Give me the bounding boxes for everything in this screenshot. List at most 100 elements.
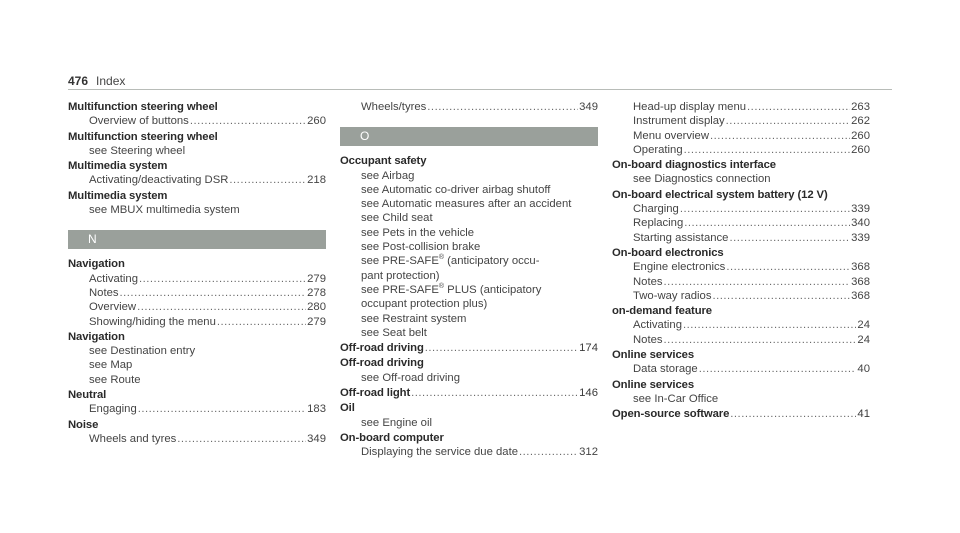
- page-ref: 24: [857, 319, 870, 332]
- dot-leader: [712, 289, 850, 303]
- index-subentry: see PRE-SAFE® (anticipatory occu-: [340, 254, 598, 268]
- index-column-1: Multifunction steering wheel Overview of …: [68, 100, 326, 447]
- index-term: Off-road driving: [340, 356, 598, 370]
- index-entry: On-board electronics Engine electronics 36…: [612, 246, 870, 303]
- dot-leader: [519, 445, 578, 459]
- dot-leader: [411, 386, 578, 400]
- index-column-3: Head-up display menu263Instrument displa…: [612, 100, 870, 423]
- index-term-label: On-board diagnostics interface: [612, 159, 776, 172]
- index-term-label: Multimedia system: [68, 189, 168, 202]
- index-term-label: On-board computer: [340, 431, 444, 444]
- index-entry: Online services see In-Car Office: [612, 378, 870, 407]
- index-term: Occupant safety: [340, 154, 598, 168]
- index-entry: Off-road light 146: [340, 386, 598, 400]
- dot-leader: [730, 407, 856, 421]
- page-ref: 339: [851, 231, 870, 244]
- page-header: 476 Index: [68, 74, 125, 88]
- index-subentry: Activating/deactivating DSR 218: [68, 173, 326, 187]
- index-subentry: see Pets in the vehicle: [340, 226, 598, 240]
- index-subentry: Operating 260: [612, 143, 870, 157]
- index-subentry: Notes 368: [612, 275, 870, 289]
- dot-leader: [726, 260, 850, 274]
- index-subentry-label: Activating: [89, 272, 138, 285]
- page-ref: 349: [307, 432, 326, 445]
- index-term: Oil: [340, 401, 598, 415]
- page-ref: 260: [307, 115, 326, 128]
- index-subentry-suffix: (anticipatory occu-: [444, 255, 540, 268]
- index-term: Navigation: [68, 257, 326, 271]
- dot-leader: [427, 100, 578, 114]
- dot-leader: [217, 315, 306, 329]
- index-subentry: see Engine oil: [340, 416, 598, 430]
- index-subentry-label: Operating: [633, 143, 683, 156]
- page-ref: 368: [851, 275, 870, 288]
- index-term-label: Multifunction steering wheel: [68, 101, 218, 113]
- section-letter: O: [340, 127, 598, 147]
- index-subentry-label: Engaging: [89, 403, 137, 416]
- index-subentry-label: see Destination entry: [89, 345, 196, 358]
- index-term: On-board electronics: [612, 246, 870, 260]
- index-term: Noise: [68, 418, 326, 432]
- header-rule: [68, 89, 892, 90]
- index-subentry: see Airbag: [340, 169, 598, 183]
- dot-leader: [684, 216, 850, 230]
- index-subentry-label: see Restraint system: [361, 312, 467, 325]
- index-subentry: see Destination entry: [68, 344, 326, 358]
- index-subentry: see Off-road driving: [340, 371, 598, 385]
- index-subentry-label: Head-up display menu: [633, 101, 747, 113]
- dot-leader: [680, 202, 850, 216]
- index-subentry: Wheels/tyres 349: [340, 100, 598, 114]
- index-entry: Off-road driving 174: [340, 341, 598, 355]
- dot-leader: [120, 286, 307, 300]
- index-subentry-label: Notes: [89, 286, 119, 299]
- index-term-label: Neutral: [68, 389, 107, 402]
- index-subentry: Starting assistance 339: [612, 231, 870, 245]
- dot-leader: [139, 272, 306, 286]
- index-term: Multifunction steering wheel: [68, 100, 326, 114]
- index-term-label: Noise: [68, 418, 99, 431]
- index-subentry: see Steering wheel: [68, 144, 326, 158]
- index-entry: Multimedia system Activating/deactivating…: [68, 159, 326, 188]
- index-entry: Multimedia system see MBUX multimedia sys…: [68, 189, 326, 218]
- index-subentry-suffix: PLUS (anticipatory: [444, 283, 542, 296]
- dot-leader: [710, 129, 850, 143]
- index-subentry-label: Starting assistance: [633, 231, 729, 244]
- dot-leader: [190, 114, 306, 128]
- index-subentry-label: Overview of buttons: [89, 115, 189, 128]
- index-subentry-label: Activating: [633, 319, 682, 332]
- index-subentry-label: see Post-collision brake: [361, 241, 481, 254]
- dot-leader: [229, 173, 306, 187]
- index-term-label: Online services: [612, 349, 695, 362]
- page-ref: 146: [579, 387, 598, 400]
- index-term: Multimedia system: [68, 159, 326, 173]
- index-subentry: pant protection): [340, 269, 598, 283]
- index-subentry-label: Displaying the service due date: [361, 446, 518, 459]
- index-term-label: Multimedia system: [68, 160, 168, 173]
- index-subentry-label: Showing/hiding the menu: [89, 315, 216, 328]
- page-ref: 340: [851, 217, 870, 230]
- index-subentry: see Map: [68, 358, 326, 372]
- index-term: Online services: [612, 378, 870, 392]
- page-number: 476: [68, 74, 89, 88]
- dot-leader: [177, 432, 306, 446]
- index-subentry-label: see PRE-SAFE: [361, 283, 439, 296]
- index-subentry: Overview of buttons 260: [68, 114, 326, 128]
- page-ref: 218: [307, 174, 326, 187]
- index-subentry: see Diagnostics connection: [612, 172, 870, 186]
- index-subentry-label: Wheels and tyres: [89, 432, 177, 445]
- dot-leader: [684, 143, 851, 157]
- page-ref: 278: [307, 286, 326, 299]
- index-subentry: see MBUX multimedia system: [68, 203, 326, 217]
- index-entry: Head-up display menu263Instrument displa…: [612, 100, 870, 157]
- index-subentry: Activating 24: [612, 318, 870, 332]
- index-subentry-label: Menu overview: [633, 129, 709, 142]
- index-term-label: Multifunction steering wheel: [68, 130, 218, 143]
- page-ref: 260: [851, 143, 870, 156]
- index-subentry-label: Two-way radios: [633, 289, 712, 302]
- index-term-label: Navigation: [68, 258, 125, 271]
- index-subentry: see Post-collision brake: [340, 240, 598, 254]
- index-subentry: Replacing 340: [612, 216, 870, 230]
- index-term-label: Off-road light: [340, 387, 411, 400]
